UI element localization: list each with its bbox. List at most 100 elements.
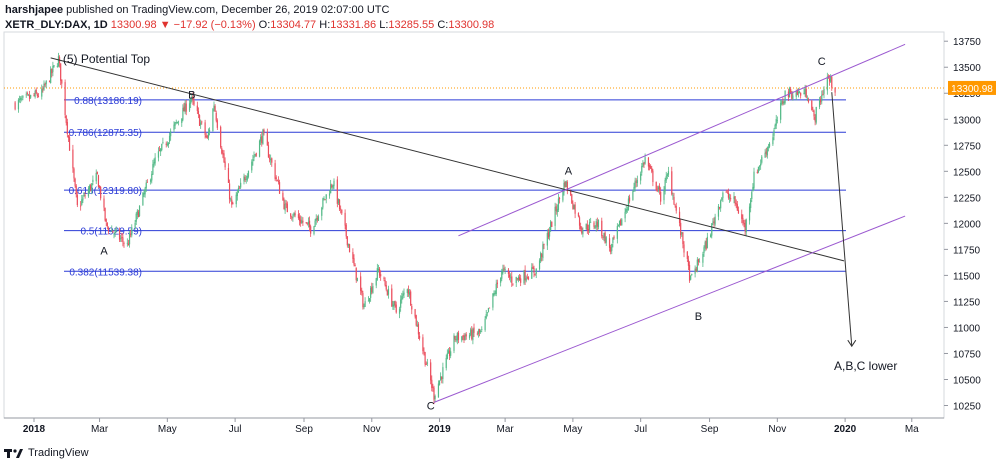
candle-body bbox=[344, 212, 346, 226]
candle-body bbox=[554, 206, 556, 226]
candle-body bbox=[305, 222, 307, 223]
candle-body bbox=[472, 328, 474, 341]
candle-body bbox=[27, 94, 30, 96]
candle-body bbox=[597, 220, 600, 228]
tradingview-logo-icon[interactable] bbox=[4, 447, 24, 459]
candle-body bbox=[608, 238, 611, 248]
candle-body bbox=[675, 205, 677, 211]
wave-annotation: A,B,C lower bbox=[834, 359, 897, 373]
x-tick-label: Sep bbox=[701, 424, 719, 435]
candle-body bbox=[728, 197, 731, 199]
candle-body bbox=[348, 244, 351, 253]
candle-body bbox=[665, 176, 667, 181]
author-name[interactable]: harshjapee bbox=[5, 4, 64, 16]
low-value: 13285.55 bbox=[388, 19, 435, 31]
candle-body bbox=[565, 181, 567, 188]
fib-level-label: 0.5(11929.59) bbox=[80, 227, 142, 238]
candle-body bbox=[212, 108, 214, 132]
candle-body bbox=[36, 94, 38, 97]
candle-body bbox=[691, 274, 693, 275]
candle-body bbox=[107, 227, 110, 232]
candle-body bbox=[392, 304, 394, 307]
projection-arrow-line bbox=[831, 92, 853, 347]
candle-body bbox=[710, 234, 712, 238]
candle-body bbox=[432, 387, 434, 388]
candle-body bbox=[43, 83, 45, 90]
wave-annotation: A bbox=[100, 246, 108, 258]
candle-body bbox=[540, 253, 542, 262]
candle-body bbox=[758, 165, 761, 167]
candle-body bbox=[360, 276, 362, 292]
candle-body bbox=[301, 220, 303, 223]
candle-body bbox=[325, 194, 327, 199]
candle-body bbox=[130, 233, 132, 235]
candle-body bbox=[735, 202, 737, 205]
candle-body bbox=[442, 367, 444, 379]
downtrend-line bbox=[50, 57, 845, 262]
candle-body bbox=[408, 292, 411, 295]
candle-body bbox=[307, 221, 310, 225]
candle-body bbox=[188, 103, 191, 111]
candle-body bbox=[566, 182, 568, 192]
candle-body bbox=[236, 192, 238, 197]
candle-body bbox=[135, 213, 137, 222]
candle-body bbox=[113, 233, 115, 235]
candle-body bbox=[410, 291, 412, 306]
candle-body bbox=[581, 227, 583, 234]
candle-body bbox=[131, 227, 133, 236]
candle-body bbox=[30, 94, 32, 98]
candle-body bbox=[21, 98, 23, 100]
candle-body bbox=[122, 237, 124, 242]
candle-body bbox=[370, 287, 372, 298]
candle-body bbox=[167, 142, 170, 145]
candle-body bbox=[464, 335, 466, 341]
candle-body bbox=[463, 335, 465, 341]
candle-body bbox=[282, 192, 284, 200]
candle-body bbox=[168, 135, 171, 142]
candle-body bbox=[686, 251, 688, 259]
candle-body bbox=[114, 230, 116, 233]
candle-body bbox=[814, 116, 816, 122]
candle-body bbox=[572, 203, 574, 209]
candle-body bbox=[720, 200, 722, 209]
candle-body bbox=[610, 247, 612, 252]
candle-body bbox=[306, 222, 308, 224]
candle-body bbox=[247, 170, 250, 177]
candle-body bbox=[363, 306, 365, 308]
candle-body bbox=[278, 182, 281, 194]
candle-body bbox=[98, 186, 101, 188]
candle-body bbox=[664, 179, 666, 192]
tradingview-brand[interactable]: TradingView bbox=[28, 447, 89, 459]
candle-body bbox=[437, 383, 440, 398]
candle-body bbox=[192, 96, 194, 101]
candle-body bbox=[134, 222, 136, 229]
candle-body bbox=[33, 94, 35, 96]
y-tick-label: 13750 bbox=[953, 37, 981, 48]
candle-body bbox=[450, 351, 452, 356]
candles-group bbox=[14, 52, 836, 405]
candle-body bbox=[316, 218, 318, 220]
candle-body bbox=[105, 219, 107, 222]
candle-body bbox=[193, 101, 195, 105]
candle-body bbox=[768, 143, 771, 147]
candle-body bbox=[796, 90, 798, 95]
candle-body bbox=[237, 188, 240, 193]
candle-body bbox=[471, 329, 473, 340]
candle-body bbox=[690, 275, 692, 280]
candle-body bbox=[170, 131, 172, 137]
candle-body bbox=[240, 182, 242, 188]
candle-body bbox=[263, 129, 265, 133]
high-label: H: bbox=[319, 19, 331, 31]
candle-body bbox=[492, 293, 494, 308]
wave-annotation: C bbox=[427, 401, 435, 413]
candle-body bbox=[145, 182, 147, 189]
candle-body bbox=[362, 293, 364, 308]
y-tick-label: 10250 bbox=[953, 402, 981, 413]
candle-body bbox=[224, 161, 226, 168]
candle-body bbox=[831, 76, 833, 88]
x-tick-label: May bbox=[158, 424, 177, 435]
candle-body bbox=[88, 185, 91, 192]
candle-body bbox=[378, 268, 381, 276]
candle-body bbox=[20, 97, 22, 100]
